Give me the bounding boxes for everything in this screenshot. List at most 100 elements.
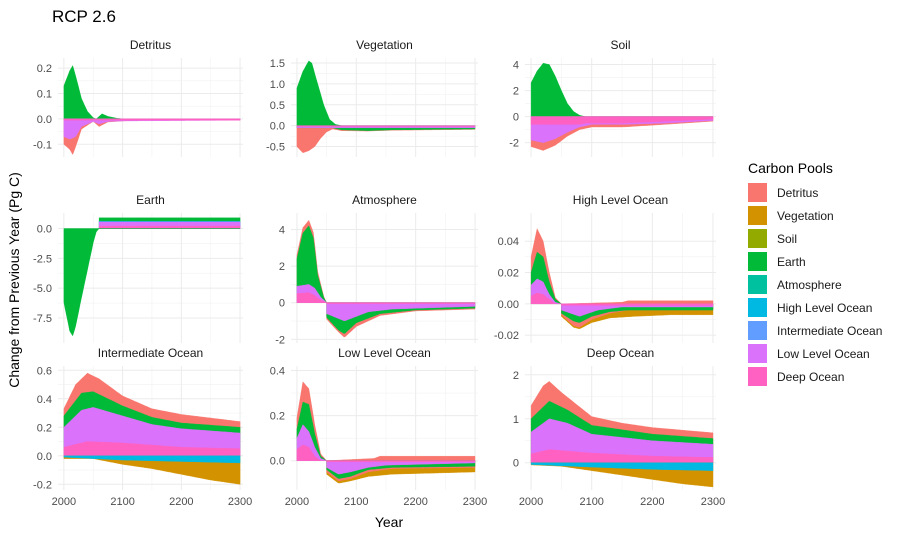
y-tick-label: 2 — [513, 86, 519, 98]
area-neg-1 — [561, 303, 714, 317]
y-tick-label: 1 — [513, 414, 519, 426]
x-axis-title: Year — [375, 514, 404, 530]
legend-swatch — [748, 206, 767, 225]
facet-panels: Detritus 0.2 0.1 0.0 -0.1 Vegetation 1.5 1.0 0.5… — [33, 38, 725, 508]
legend-item-low-level-ocean: Low Level Ocean — [748, 344, 870, 363]
legend-swatch — [748, 367, 767, 386]
legend-item-intermediate-ocean: Intermediate Ocean — [748, 321, 882, 340]
legend-label: Atmosphere — [777, 278, 842, 292]
y-tick-label: 0.2 — [37, 422, 52, 434]
y-tick-label: 0.5 — [270, 100, 285, 112]
area-neg-0 — [63, 455, 241, 464]
legend-items: Detritus Vegetation Soil Earth Atmosphere Hig… — [748, 183, 882, 386]
areas-atmosphere — [296, 220, 476, 338]
y-tick-label: 0.4 — [37, 394, 52, 406]
strip-label-vegetation: Vegetation — [356, 38, 413, 52]
y-tick-label: 0 — [513, 112, 519, 124]
y-tick-label: -2.5 — [33, 253, 52, 265]
legend-label: Intermediate Ocean — [777, 324, 882, 338]
legend-item-atmosphere: Atmosphere — [748, 275, 842, 294]
legend-swatch — [748, 321, 767, 340]
strip-label-low-level-ocean: Low Level Ocean — [338, 346, 431, 360]
legend-swatch — [748, 183, 767, 202]
x-tick-label: 2300 — [701, 496, 725, 508]
area-neg-0 — [63, 228, 241, 336]
areas-intermediate-ocean — [63, 372, 241, 485]
y-tick-label: 2 — [279, 261, 285, 273]
legend: Carbon Pools Detritus Vegetation Soil Earth… — [748, 160, 882, 386]
legend-swatch — [748, 229, 767, 248]
strip-label-high-level-ocean: High Level Ocean — [573, 193, 668, 207]
areas-deep-ocean — [530, 381, 714, 488]
y-tick-label: -0.02 — [494, 330, 519, 342]
areas-high-level-ocean — [530, 228, 714, 329]
x-tick-label: 2000 — [285, 496, 309, 508]
legend-item-deep-ocean: Deep Ocean — [748, 367, 844, 386]
y-tick-label: 0.2 — [37, 63, 52, 75]
x-tick-label: 2100 — [579, 496, 603, 508]
y-tick-label: 0.02 — [498, 268, 519, 280]
y-tick-label: 4 — [513, 60, 519, 72]
y-tick-label: 1.0 — [270, 79, 285, 91]
legend-label: High Level Ocean — [777, 301, 872, 315]
areas-soil — [530, 63, 714, 151]
panel-low-level-ocean: Low Level Ocean 0.4 0.2 0.0 2000 2100 2200 2300 — [270, 346, 488, 508]
x-tick-label: 2300 — [463, 496, 487, 508]
y-tick-label: -2 — [509, 138, 519, 150]
legend-item-detritus: Detritus — [748, 183, 818, 202]
y-tick-label: 0.0 — [37, 451, 52, 463]
area-neg-1 — [326, 460, 476, 475]
area-neg-0 — [326, 460, 476, 462]
y-tick-label: 0.0 — [37, 114, 52, 126]
strip-label-earth: Earth — [136, 193, 165, 207]
y-tick-label: 4 — [279, 224, 285, 236]
area-neg-0 — [296, 125, 476, 127]
y-axis-title: Change from Previous Year (Pg C) — [6, 172, 22, 388]
legend-label: Vegetation — [777, 209, 834, 223]
y-tick-label: -0.5 — [266, 142, 285, 154]
strip-label-detritus: Detritus — [130, 38, 171, 52]
panel-deep-ocean: Deep Ocean 2 1 0 2000 2100 2200 2300 — [513, 346, 725, 508]
y-tick-label: 0.4 — [270, 366, 285, 378]
y-tick-label: 0.1 — [37, 89, 52, 101]
legend-label: Detritus — [777, 186, 818, 200]
y-tick-label: -5.0 — [33, 283, 52, 295]
x-tick-label: 2200 — [640, 496, 664, 508]
panel-high-level-ocean: High Level Ocean 0.04 0.02 0.00 -0.02 — [494, 193, 716, 343]
chart-title: RCP 2.6 — [52, 7, 116, 26]
x-tick-label: 2300 — [228, 496, 252, 508]
legend-title: Carbon Pools — [748, 160, 833, 176]
y-tick-label: 0.6 — [37, 365, 52, 377]
panel-vegetation: Vegetation 1.5 1.0 0.5 0.0 -0.5 — [266, 38, 478, 157]
x-tick-label: 2100 — [110, 496, 134, 508]
y-tick-label: 0.0 — [37, 224, 52, 236]
y-tick-label: 0.2 — [270, 411, 285, 423]
areas-vegetation — [296, 60, 476, 153]
x-tick-label: 2000 — [519, 496, 543, 508]
panel-earth: Earth 0.0 -2.5 -5.0 -7.5 — [33, 193, 243, 343]
strip-label-soil: Soil — [610, 38, 630, 52]
legend-item-vegetation: Vegetation — [748, 206, 834, 225]
legend-label: Soil — [777, 232, 797, 246]
legend-item-high-level-ocean: High Level Ocean — [748, 298, 872, 317]
strip-label-intermediate-ocean: Intermediate Ocean — [98, 346, 203, 360]
area-neg-0 — [561, 303, 714, 306]
y-tick-label: -0.1 — [33, 139, 52, 151]
y-tick-label: 0.0 — [270, 456, 285, 468]
area-neg-1 — [326, 302, 476, 321]
y-tick-label: -0.2 — [33, 479, 52, 491]
area-neg-0 — [530, 462, 714, 471]
legend-item-soil: Soil — [748, 229, 797, 248]
area-pos-0 — [98, 225, 241, 229]
y-tick-label: 0 — [513, 458, 519, 470]
x-tick-label: 2100 — [344, 496, 368, 508]
y-tick-label: 0 — [279, 298, 285, 310]
y-tick-label: 2 — [513, 370, 519, 382]
area-neg-1 — [63, 118, 241, 140]
y-tick-label: -7.5 — [33, 313, 52, 325]
y-tick-label: 0.04 — [498, 236, 519, 248]
legend-label: Deep Ocean — [777, 370, 844, 384]
legend-swatch — [748, 298, 767, 317]
